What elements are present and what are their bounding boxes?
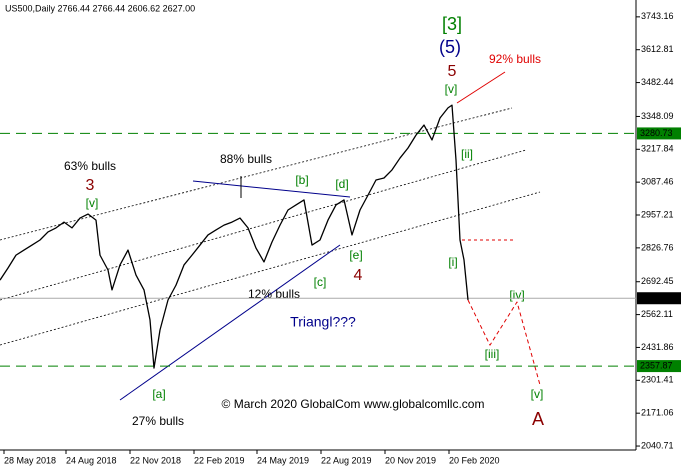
x-tick-label: 24 Aug 2018 (66, 455, 117, 465)
level-box (637, 127, 681, 140)
annotations: [3] (5) 5 92% bulls [v] [ii] [i] [iv] [i… (64, 14, 544, 429)
level-label: 2357.87 (640, 360, 673, 370)
y-tick-label: 2562.11 (641, 309, 673, 319)
y-tick-label: 3217.84 (641, 144, 674, 154)
y-tick-label: 2040.71 (641, 440, 674, 450)
arrow-line (456, 71, 506, 104)
y-tick-label: 3087.46 (641, 177, 674, 187)
level-label: 2627.00 (640, 293, 673, 303)
level-box (637, 360, 681, 373)
wave-label: [3] (442, 14, 462, 34)
note: 12% bulls (248, 287, 300, 301)
x-tick-label: 22 Feb 2019 (194, 455, 245, 465)
wave-label: 3 (86, 177, 95, 194)
wave-label: [d] (335, 177, 348, 191)
wave-label: 4 (354, 267, 363, 284)
y-tick-label: 3482.44 (641, 77, 674, 87)
x-tick-label: 20 Feb 2020 (449, 455, 500, 465)
x-tick-label: 24 May 2019 (257, 455, 309, 465)
level-label: 3280.73 (640, 128, 673, 138)
wave-label: 5 (448, 63, 457, 80)
y-tick-label: 2301.41 (641, 375, 674, 385)
note: 63% bulls (64, 159, 116, 173)
y-tick-label: 2826.76 (641, 242, 674, 252)
note: 27% bulls (132, 414, 184, 428)
copyright: © March 2020 GlobalCom www.globalcomllc.… (222, 397, 485, 411)
y-tick-label: 2171.06 (641, 408, 674, 418)
wave-label: [v] (445, 82, 458, 96)
channel-line (0, 149, 527, 301)
y-tick-label: 3743.16 (641, 11, 674, 21)
wave-label: [v] (531, 387, 544, 401)
header: US500,Daily 2766.44 2766.44 2606.62 2627… (5, 3, 195, 13)
note: 88% bulls (220, 152, 272, 166)
wave-label: [i] (448, 255, 457, 269)
x-tick-label: 22 Nov 2018 (130, 455, 181, 465)
y-tick-label: 2692.45 (641, 276, 674, 286)
y-tick-label: 2957.21 (641, 209, 674, 219)
x-tick-label: 22 Aug 2019 (321, 455, 372, 465)
x-tick-label: 20 Nov 2019 (385, 455, 436, 465)
wave-label: [e] (349, 248, 362, 262)
x-tick-label: 28 May 2018 (4, 455, 56, 465)
wave-label: [iv] (509, 288, 524, 302)
wave-label: [v] (86, 196, 99, 210)
y-tick-label: 2431.86 (641, 342, 674, 352)
trend-line (192, 180, 351, 198)
wave-label: A (532, 409, 544, 429)
wave-label: [c] (314, 275, 327, 289)
wave-label: [a] (152, 387, 165, 401)
price-line (0, 104, 469, 369)
wave-label: (5) (439, 37, 461, 57)
y-tick-label: 3348.09 (641, 111, 674, 121)
y-tick-label: 3612.81 (641, 44, 674, 54)
wave-label: [iii] (485, 347, 500, 361)
note: 92% bulls (489, 52, 541, 66)
wave-label: [ii] (461, 147, 473, 161)
note: Triangl??? (290, 314, 356, 330)
wave-label: [b] (295, 173, 308, 187)
level-box (637, 292, 681, 305)
trend-line (119, 244, 341, 401)
channel-line (0, 191, 541, 346)
